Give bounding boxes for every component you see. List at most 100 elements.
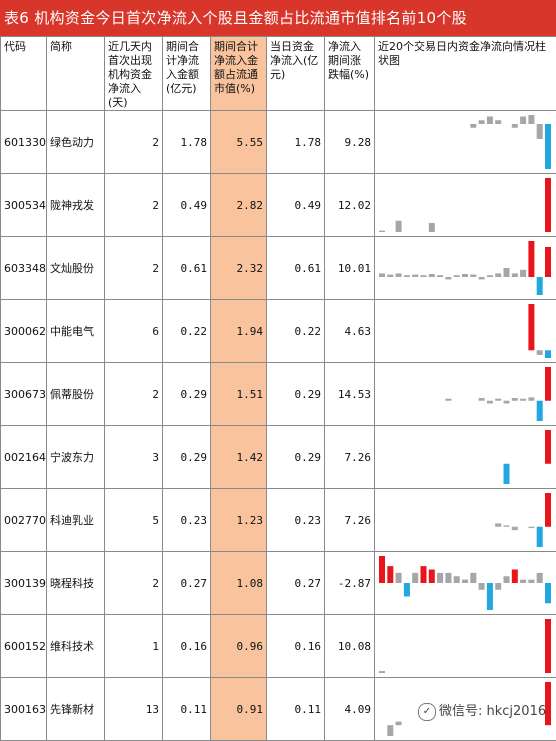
flow-bar (396, 573, 402, 583)
flow-bar (545, 124, 551, 169)
flow-bar (379, 671, 385, 673)
flow-bar (462, 580, 468, 583)
header-row: 代码 简称 近几天内首次出现机构资金净流入(天) 期间合计净流入金额(亿元) 期… (1, 37, 556, 111)
flow-bar (545, 619, 551, 673)
table-title: 表6 机构资金今日首次净流入个股且金额占比流通市值排名前10个股 (0, 0, 556, 36)
cell-code: 600152 (1, 615, 47, 678)
cell-days: 2 (105, 552, 163, 615)
flow-bar (495, 120, 501, 124)
flow-bar (504, 268, 510, 277)
flow-bar (396, 273, 402, 277)
cell-pct: 1.08 (211, 552, 267, 615)
cell-name: 宁波东力 (47, 426, 105, 489)
flow-bar (545, 350, 551, 358)
flow-bar (429, 570, 435, 584)
header-pct: 期间合计净流入金额占流通市值(%) (211, 37, 267, 111)
cell-flow-chart (375, 615, 556, 678)
cell-name: 佩蒂股份 (47, 363, 105, 426)
cell-today: 0.11 (267, 678, 325, 741)
cell-pct: 1.51 (211, 363, 267, 426)
cell-change: 12.02 (325, 174, 375, 237)
flow-bar (545, 367, 551, 401)
cell-total: 0.29 (163, 363, 211, 426)
flow-bar (421, 275, 427, 277)
flow-bar (528, 580, 534, 583)
header-total: 期间合计净流入金额(亿元) (163, 37, 211, 111)
flow-bar (545, 178, 551, 232)
flow-bar (495, 523, 501, 526)
cell-code: 002770 (1, 489, 47, 552)
flow-bar (421, 566, 427, 583)
flow-bar (512, 273, 518, 277)
flow-bar (495, 399, 501, 401)
cell-code: 603348 (1, 237, 47, 300)
flow-bar (454, 275, 460, 277)
cell-flow-chart (375, 111, 556, 174)
flow-bar (445, 399, 451, 401)
cell-name: 文灿股份 (47, 237, 105, 300)
flow-bar (470, 275, 476, 277)
cell-total: 0.22 (163, 300, 211, 363)
cell-change: 7.26 (325, 426, 375, 489)
flow-bar (512, 124, 518, 128)
flow-bar-chart (375, 237, 555, 299)
cell-pct: 1.23 (211, 489, 267, 552)
flow-bar (545, 493, 551, 527)
cell-pct: 1.94 (211, 300, 267, 363)
flow-bar (537, 401, 543, 421)
cell-change: -2.87 (325, 552, 375, 615)
cell-today: 0.16 (267, 615, 325, 678)
cell-code: 300534 (1, 174, 47, 237)
cell-code: 300163 (1, 678, 47, 741)
flow-bar (528, 527, 534, 528)
watermark-text: 微信号: hkcj2016 (439, 704, 546, 719)
wechat-icon: ✓ (418, 703, 436, 721)
cell-code: 002164 (1, 426, 47, 489)
cell-total: 1.78 (163, 111, 211, 174)
flow-bar (495, 273, 501, 277)
cell-name: 中能电气 (47, 300, 105, 363)
cell-days: 6 (105, 300, 163, 363)
flow-bar (504, 464, 510, 484)
cell-total: 0.27 (163, 552, 211, 615)
flow-bar (412, 275, 418, 277)
flow-bar-chart (375, 615, 555, 677)
flow-bar (487, 583, 493, 610)
header-days: 近几天内首次出现机构资金净流入(天) (105, 37, 163, 111)
flow-bar (445, 573, 451, 583)
cell-change: 9.28 (325, 111, 375, 174)
cell-days: 5 (105, 489, 163, 552)
cell-flow-chart (375, 552, 556, 615)
cell-change: 10.01 (325, 237, 375, 300)
flow-bar (479, 277, 485, 279)
cell-code: 601330 (1, 111, 47, 174)
cell-days: 2 (105, 363, 163, 426)
flow-bar (545, 247, 551, 277)
cell-pct: 0.96 (211, 615, 267, 678)
cell-flow-chart (375, 363, 556, 426)
flow-bar (528, 115, 534, 124)
header-name: 简称 (47, 37, 105, 111)
cell-change: 4.63 (325, 300, 375, 363)
flow-bar (479, 120, 485, 124)
flow-bar (545, 583, 551, 603)
cell-code: 300139 (1, 552, 47, 615)
cell-name: 晓程科技 (47, 552, 105, 615)
cell-today: 0.23 (267, 489, 325, 552)
flow-bar (520, 580, 526, 583)
data-table: 代码 简称 近几天内首次出现机构资金净流入(天) 期间合计净流入金额(亿元) 期… (0, 36, 556, 741)
flow-bar-chart (375, 426, 555, 488)
flow-bar-chart (375, 111, 555, 173)
cell-flow-chart (375, 237, 556, 300)
flow-bar (512, 398, 518, 401)
flow-bar (412, 573, 418, 583)
flow-bar-chart (375, 363, 555, 425)
cell-change: 14.53 (325, 363, 375, 426)
flow-bar (537, 350, 543, 355)
flow-bar (537, 277, 543, 295)
flow-bar (429, 274, 435, 277)
cell-today: 1.78 (267, 111, 325, 174)
cell-flow-chart (375, 426, 556, 489)
